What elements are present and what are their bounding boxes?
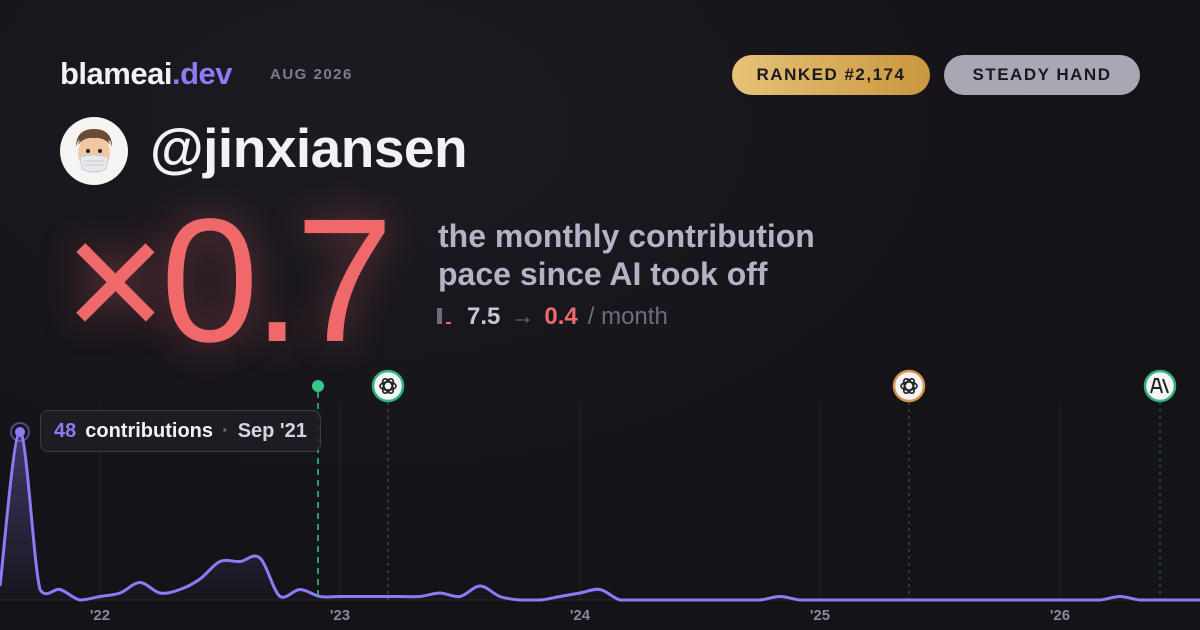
event-icon	[892, 369, 926, 403]
stats: 7.5 → 0.4 / month	[437, 303, 668, 331]
multiplier: ×0.7	[64, 183, 393, 379]
brand-tld: .dev	[171, 56, 233, 91]
before-value: 7.5	[467, 303, 501, 330]
brand: blameai.dev	[60, 56, 232, 92]
rank-badge: RANKED #2,174	[732, 55, 930, 95]
description-line: the monthly contribution	[438, 218, 815, 254]
event-dot	[312, 380, 324, 392]
after-value: 0.4	[544, 303, 578, 330]
event-icon	[1143, 369, 1177, 403]
tooltip: 48 contributions · Sep '21	[40, 410, 321, 452]
area	[0, 431, 1200, 600]
handle: @jinxiansen	[150, 117, 468, 179]
arrow: →	[510, 303, 535, 330]
tooltip-date: Sep '21	[237, 419, 307, 442]
event-icon	[371, 369, 405, 403]
x-tick-label: '22	[90, 607, 110, 624]
peak-halo	[10, 422, 30, 442]
peak-point	[15, 427, 25, 437]
stats-icon	[437, 308, 451, 324]
brand-name: blameai	[60, 56, 172, 91]
x-tick-label: '24	[570, 607, 591, 624]
line	[0, 430, 1200, 602]
tooltip-separator: ·	[222, 419, 229, 442]
x-tick-label: '25	[810, 607, 830, 624]
date: AUG 2026	[270, 66, 353, 83]
tooltip-unit: contributions	[85, 419, 214, 442]
title-badge: STEADY HAND	[944, 55, 1140, 95]
unit: / month	[587, 303, 668, 330]
tooltip-value: 48	[54, 419, 77, 442]
avatar	[60, 117, 128, 185]
x-tick-label: '26	[1050, 607, 1070, 624]
description-line: pace since AI took off	[438, 256, 768, 292]
x-tick-label: '23	[330, 607, 350, 624]
